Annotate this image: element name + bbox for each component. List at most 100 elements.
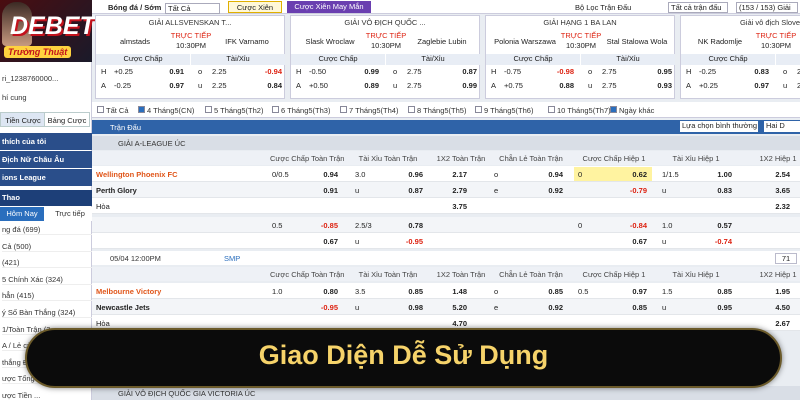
card-cell[interactable]: -0.98 — [556, 67, 574, 76]
checkbox[interactable] — [548, 106, 555, 113]
card-cell[interactable]: 0.99 — [364, 67, 379, 76]
odds[interactable]: 0.57 — [717, 221, 732, 230]
side-item[interactable]: Cả (500) — [2, 242, 92, 252]
day-tab[interactable]: Hôm Nay — [0, 207, 44, 221]
checkbox[interactable] — [205, 106, 212, 113]
odds[interactable]: -0.79 — [629, 186, 647, 195]
card-cell[interactable]: 0.87 — [462, 67, 477, 76]
date-tab[interactable]: 7 Tháng5(Th4) — [349, 106, 399, 115]
side-tab[interactable]: Bảng Cược — [44, 112, 90, 127]
odds[interactable]: 2.17 — [452, 170, 467, 179]
odds[interactable]: 0.96 — [408, 170, 423, 179]
card-cell[interactable]: 0.95 — [657, 67, 672, 76]
odds[interactable]: 3.65 — [775, 186, 790, 195]
odds[interactable]: 0.85 — [632, 303, 647, 312]
checkbox[interactable] — [408, 106, 415, 113]
team-name[interactable]: Melbourne Victory — [96, 287, 162, 296]
live-card[interactable]: GIẢI HẠNG 1 BA LAN Polonia Warszawa Stal S… — [485, 15, 675, 99]
odds[interactable]: 1.95 — [775, 287, 790, 296]
draw-label[interactable]: Hòa — [96, 202, 110, 211]
side-section[interactable]: Địch Nữ Châu Âu — [0, 151, 92, 168]
odds[interactable]: 0.97 — [632, 287, 647, 296]
card-cell[interactable]: 0.97 — [754, 81, 769, 90]
odds[interactable]: 0.67 — [323, 237, 338, 246]
all-matches[interactable]: Tất cả trận đấu — [668, 2, 728, 13]
team-name[interactable]: Wellington Phoenix FC — [96, 170, 178, 179]
odds[interactable]: 0.67 — [632, 237, 647, 246]
odds[interactable]: 0.78 — [408, 221, 423, 230]
odds[interactable]: 0.92 — [548, 303, 563, 312]
more-bets[interactable]: 71 — [775, 253, 797, 264]
day-tab[interactable]: Trực tiếp — [48, 207, 92, 221]
odds[interactable]: 4.50 — [775, 303, 790, 312]
odds[interactable]: 5.20 — [452, 303, 467, 312]
card-cell[interactable]: 0.88 — [559, 81, 574, 90]
date-tab[interactable]: 9 Tháng5(Th6) — [484, 106, 534, 115]
odds[interactable]: 0.94 — [548, 170, 563, 179]
odds[interactable]: 2.67 — [775, 319, 790, 328]
odds[interactable]: 4.70 — [452, 319, 467, 328]
odds[interactable]: -0.95 — [405, 237, 423, 246]
live-card[interactable]: GIẢI ALLSVENSKAN T... almstads IFK Varnamo… — [95, 15, 285, 99]
draw-label[interactable]: Hòa — [96, 319, 110, 328]
odds[interactable]: 2.54 — [775, 170, 790, 179]
side-section[interactable]: thích của tôi — [0, 133, 92, 150]
checkbox[interactable] — [340, 106, 347, 113]
date-tab[interactable]: Ngày khác — [619, 106, 655, 115]
date-tab[interactable]: Tất Cả — [106, 106, 129, 115]
filter-select[interactable]: Tất Cả — [165, 3, 220, 14]
date-tab[interactable]: 5 Tháng5(Th2) — [214, 106, 264, 115]
odds[interactable]: 2.32 — [775, 202, 790, 211]
odds[interactable]: 0.85 — [548, 287, 563, 296]
side-tab[interactable]: Tiền Cược — [0, 112, 46, 127]
parlay-btn[interactable]: Cược Xiên — [228, 1, 282, 13]
card-cell[interactable]: -0.94 — [264, 67, 282, 76]
odds[interactable]: 0.85 — [717, 287, 732, 296]
sport-select[interactable]: Bóng đá / Sớm — [108, 3, 162, 12]
stats-link[interactable]: SMP — [224, 254, 241, 263]
side-item[interactable]: ý Số Bàn Thắng (324) — [2, 308, 92, 318]
league-count[interactable]: (153 / 153) Giải — [736, 2, 798, 13]
date-tab[interactable]: 8 Tháng5(Th5) — [417, 106, 467, 115]
live-card[interactable]: Giải vô địch SloveniaNK RadomljeCeljeTRỰ… — [680, 15, 800, 99]
odds[interactable]: 0.92 — [548, 186, 563, 195]
live-card[interactable]: GIẢI VÔ ĐỊCH QUỐC ... Slask Wroclaw Zagleb… — [290, 15, 480, 99]
side-section[interactable]: ions League — [0, 169, 92, 186]
odds[interactable]: 0.95 — [717, 303, 732, 312]
odds[interactable]: 0.94 — [323, 170, 338, 179]
odds[interactable]: -0.85 — [320, 221, 338, 230]
lucky-parlay-btn[interactable]: Cược Xiên May Mắn — [287, 1, 371, 13]
league-name[interactable]: GIẢI VÔ ĐỊCH QUỐC GIA VICTORIA ÚC — [118, 389, 256, 398]
view2-select[interactable]: Hai D — [764, 121, 800, 132]
odds[interactable]: 0.62 — [632, 170, 647, 179]
league-name[interactable]: GIẢI A-LEAGUE ÚC — [118, 139, 186, 148]
menu[interactable]: hí cung — [2, 93, 27, 102]
card-cell[interactable]: 0.99 — [462, 81, 477, 90]
side-item[interactable]: (421) — [2, 258, 92, 269]
side-item[interactable]: 5 Chính Xác (324) — [2, 275, 92, 285]
odds[interactable]: 0.87 — [408, 186, 423, 195]
odds[interactable]: -0.74 — [714, 237, 732, 246]
odds[interactable]: 0.91 — [323, 186, 338, 195]
odds[interactable]: 0.83 — [717, 186, 732, 195]
match-filter[interactable]: Bộ Lọc Trận Đấu — [575, 3, 632, 12]
checkbox[interactable] — [475, 106, 482, 113]
view-select[interactable]: Lựa chọn bình thường — [680, 121, 758, 132]
odds[interactable]: 3.75 — [452, 202, 467, 211]
odds[interactable]: -0.95 — [320, 303, 338, 312]
checkbox[interactable] — [97, 106, 104, 113]
checkbox[interactable] — [610, 106, 617, 113]
side-item[interactable]: ng đá (699) — [2, 225, 92, 235]
card-cell[interactable]: 0.97 — [169, 81, 184, 90]
checkbox[interactable] — [272, 106, 279, 113]
odds[interactable]: 0.80 — [323, 287, 338, 296]
odds[interactable]: 1.00 — [717, 170, 732, 179]
date-tab[interactable]: 6 Tháng5(Th3) — [281, 106, 331, 115]
odds[interactable]: 1.48 — [452, 287, 467, 296]
card-cell[interactable]: 0.83 — [754, 67, 769, 76]
odds[interactable]: 0.98 — [408, 303, 423, 312]
date-tab[interactable]: 4 Tháng5(CN) — [147, 106, 195, 115]
team-name[interactable]: Newcastle Jets — [96, 303, 150, 312]
card-cell[interactable]: 0.91 — [169, 67, 184, 76]
checkbox[interactable] — [138, 106, 145, 113]
